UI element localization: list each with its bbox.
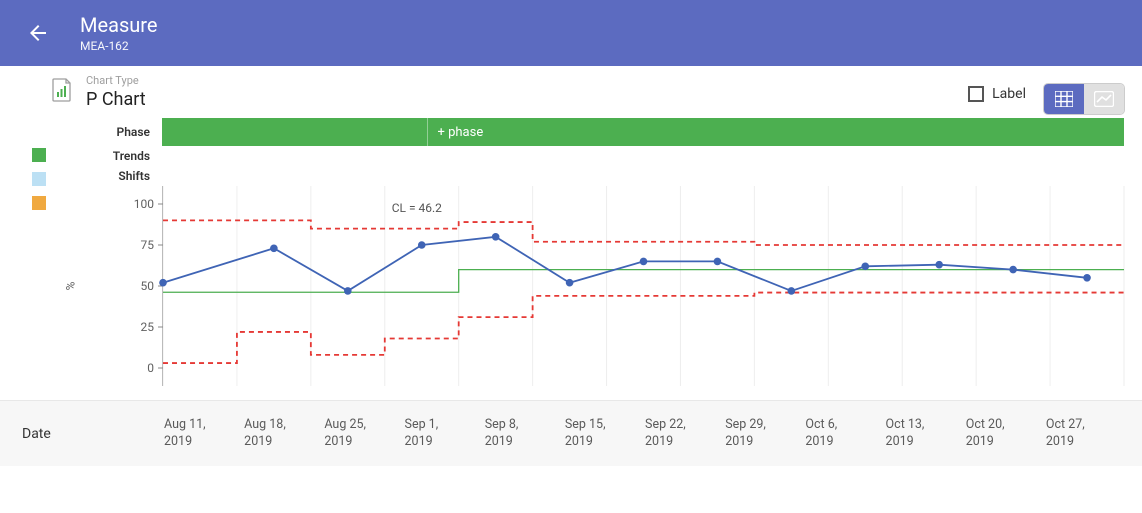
trends-row: Trends <box>52 146 1124 166</box>
y-axis-ticks: 0 25 50 75 100 <box>88 186 162 386</box>
phase-row: Phase + phase <box>52 118 1124 146</box>
date-cell: Sep 29,2019 <box>723 417 803 451</box>
date-cell: Aug 18,2019 <box>242 417 322 451</box>
svg-text:CL = 46.2: CL = 46.2 <box>392 201 442 215</box>
date-row: Date Aug 11,2019Aug 18,2019Aug 25,2019Se… <box>0 400 1142 466</box>
date-cell: Sep 15,2019 <box>563 417 643 451</box>
phase-label: Phase <box>52 125 162 139</box>
legend-swatch-shifts <box>32 196 46 210</box>
date-cell: Aug 11,2019 <box>162 417 242 451</box>
chart-type-label: Chart Type <box>86 74 146 87</box>
y-tick: 50 <box>141 279 155 293</box>
label-toggle[interactable]: Label <box>968 86 1026 102</box>
date-row-label: Date <box>0 426 162 442</box>
line-chart-icon <box>1094 91 1114 107</box>
date-cell: Sep 1,2019 <box>403 417 483 451</box>
legend-swatch-phase <box>32 148 46 162</box>
phase-bar[interactable]: + phase <box>162 118 1124 146</box>
date-cell: Oct 13,2019 <box>884 417 964 451</box>
shifts-row: Shifts <box>52 166 1124 186</box>
y-tick: 100 <box>134 197 154 211</box>
page-title: Measure <box>80 13 158 37</box>
label-toggle-text: Label <box>992 86 1026 102</box>
date-cell: Sep 22,2019 <box>643 417 723 451</box>
main-area: Phase + phase Trends Shifts % 0 25 50 75 100… <box>52 118 1142 386</box>
chart-type-block: Chart Type P Chart <box>86 74 146 110</box>
arrow-left-icon <box>26 21 50 45</box>
phase-segment-1[interactable] <box>162 118 428 146</box>
view-chart-button[interactable] <box>1084 84 1124 114</box>
date-cells: Aug 11,2019Aug 18,2019Aug 25,2019Sep 1,2… <box>162 417 1142 451</box>
date-cell: Aug 25,2019 <box>322 417 402 451</box>
plot-area: CL = 46.2 <box>162 186 1124 386</box>
chart-type-value: P Chart <box>86 89 146 110</box>
page-subtitle: MEA-162 <box>80 39 158 53</box>
topbar: Chart Type P Chart Label <box>0 66 1142 118</box>
trends-label: Trends <box>52 149 162 163</box>
chart-file-icon <box>52 78 72 102</box>
y-tick: 25 <box>141 320 155 334</box>
grid-icon <box>1055 91 1073 107</box>
view-grid-button[interactable] <box>1044 84 1084 114</box>
label-checkbox[interactable] <box>968 86 984 102</box>
shifts-label: Shifts <box>52 169 162 183</box>
legend <box>0 118 52 386</box>
y-tick: 75 <box>141 238 155 252</box>
y-axis-label: % <box>52 186 88 386</box>
add-phase-button[interactable]: + phase <box>428 125 484 140</box>
back-button[interactable] <box>18 13 58 53</box>
y-tick: 0 <box>147 361 154 375</box>
chart: % 0 25 50 75 100 CL = 46.2 <box>52 186 1124 386</box>
date-cell: Oct 6,2019 <box>803 417 883 451</box>
header-text: Measure MEA-162 <box>80 13 158 53</box>
view-toggle <box>1044 84 1124 114</box>
date-cell: Sep 8,2019 <box>483 417 563 451</box>
date-cell: Oct 20,2019 <box>964 417 1044 451</box>
legend-swatch-trends <box>32 172 46 186</box>
app-header: Measure MEA-162 <box>0 0 1142 66</box>
date-cell: Oct 27,2019 <box>1044 417 1124 451</box>
